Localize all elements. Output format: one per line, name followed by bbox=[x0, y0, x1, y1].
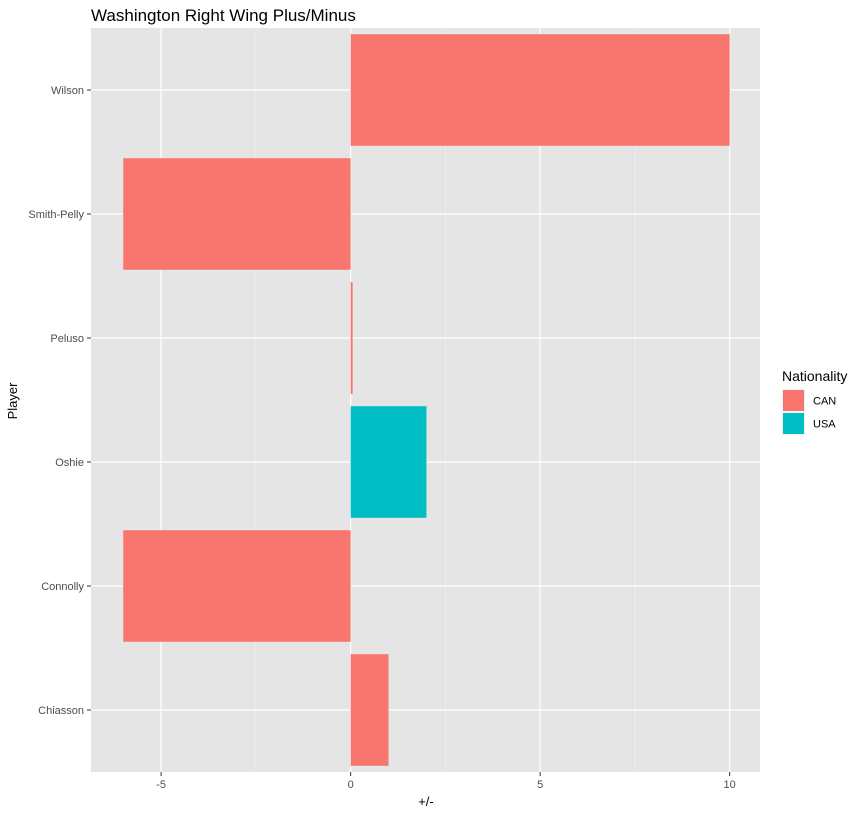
y-axis: Wilson Smith-Pelly Peluso Oshie Connolly Chia… bbox=[28, 85, 91, 717]
y-tick-label: Oshie bbox=[55, 457, 84, 469]
y-axis-title: Player bbox=[5, 382, 20, 420]
y-tick-label: Chiasson bbox=[38, 705, 84, 717]
y-tick-label: Smith-Pelly bbox=[28, 209, 84, 221]
legend-swatch-can bbox=[783, 390, 804, 411]
minor-gridlines bbox=[255, 28, 636, 772]
x-axis: -5 0 5 10 bbox=[156, 772, 736, 791]
x-tick-label: 5 bbox=[537, 779, 543, 791]
bars bbox=[123, 34, 730, 766]
bar-wilson bbox=[350, 34, 730, 146]
bar-peluso bbox=[350, 282, 353, 394]
legend-title: Nationality bbox=[782, 368, 847, 384]
legend-label-can: CAN bbox=[813, 396, 836, 408]
legend-swatch-usa bbox=[783, 413, 804, 434]
y-tick-label: Peluso bbox=[50, 333, 84, 345]
bar-connolly bbox=[123, 530, 351, 642]
legend-label-usa: USA bbox=[813, 419, 836, 431]
bar-chiasson bbox=[350, 654, 389, 766]
x-axis-title: +/- bbox=[418, 794, 434, 809]
x-tick-label: 10 bbox=[724, 779, 736, 791]
y-tick-label: Wilson bbox=[51, 85, 84, 97]
y-tick-label: Connolly bbox=[41, 581, 84, 593]
bar-oshie bbox=[350, 406, 427, 518]
chart-title: Washington Right Wing Plus/Minus bbox=[91, 6, 356, 25]
x-tick-label: 0 bbox=[348, 779, 354, 791]
bar-smith-pelly bbox=[123, 158, 351, 270]
plot-panel bbox=[91, 28, 760, 772]
legend: Nationality CAN USA bbox=[782, 368, 847, 435]
x-tick-label: -5 bbox=[156, 779, 166, 791]
